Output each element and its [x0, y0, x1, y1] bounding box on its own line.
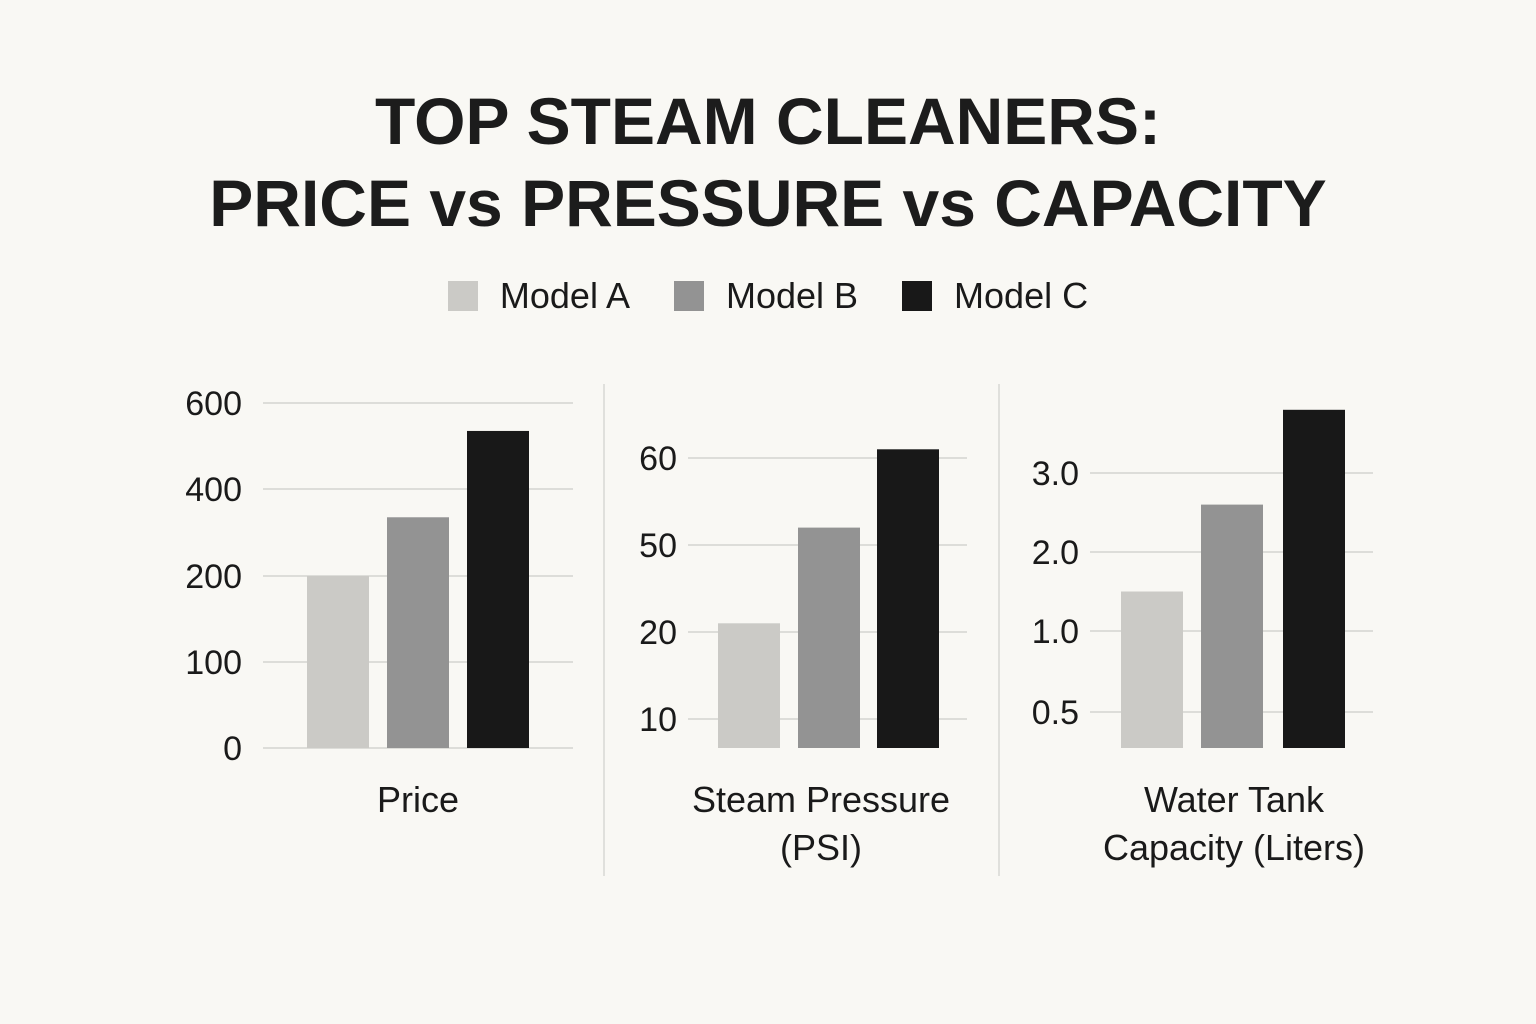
legend-swatch-model-b — [673, 281, 704, 311]
bar-model-c — [1283, 409, 1345, 748]
legend-item-model-b: Model B — [673, 275, 859, 317]
y-tick-label: 10 — [639, 701, 677, 739]
title-line-2: PRICE vs PRESSURE vs CAPACITY — [209, 166, 1327, 240]
bar-model-b — [1201, 504, 1263, 748]
panel-label: Water Tank — [1144, 779, 1325, 820]
bar-model-a — [307, 576, 369, 748]
y-tick-label: 400 — [185, 471, 242, 509]
legend-item-model-a: Model A — [447, 275, 630, 317]
bar-model-c — [877, 449, 939, 748]
y-tick-label: 200 — [185, 558, 242, 596]
y-tick-label: 1.0 — [1032, 613, 1079, 651]
y-tick-label: 20 — [639, 614, 677, 652]
legend-swatch-model-c — [902, 281, 933, 311]
panel-label: (PSI) — [780, 827, 862, 868]
y-tick-label: 600 — [185, 385, 242, 423]
panel-label: Capacity (Liters) — [1103, 827, 1365, 868]
bar-model-b — [798, 527, 860, 748]
y-tick-label: 0 — [223, 730, 242, 768]
bar-model-a — [718, 623, 780, 748]
bar-model-b — [387, 517, 449, 748]
y-tick-label: 3.0 — [1032, 455, 1079, 493]
legend-label-model-a: Model A — [499, 275, 630, 316]
y-tick-label: 60 — [639, 440, 677, 478]
legend-label-model-c: Model C — [954, 275, 1089, 316]
legend-label-model-b: Model B — [725, 275, 859, 316]
y-tick-label: 100 — [185, 644, 242, 682]
y-tick-label: 50 — [639, 527, 677, 565]
panel-label: Steam Pressure — [692, 779, 950, 820]
legend: Model A Model B Model C — [0, 275, 1536, 317]
title-line-1: TOP STEAM CLEANERS: — [375, 84, 1161, 158]
bar-model-a — [1121, 591, 1183, 748]
chart-title: TOP STEAM CLEANERS: PRICE vs PRESSURE vs… — [0, 80, 1536, 244]
y-tick-label: 0.5 — [1032, 694, 1079, 732]
y-tick-label: 2.0 — [1032, 534, 1079, 572]
legend-item-model-c: Model C — [902, 275, 1088, 317]
legend-swatch-model-a — [447, 281, 478, 311]
bar-model-c — [467, 430, 529, 748]
panel-label: Price — [377, 779, 459, 820]
